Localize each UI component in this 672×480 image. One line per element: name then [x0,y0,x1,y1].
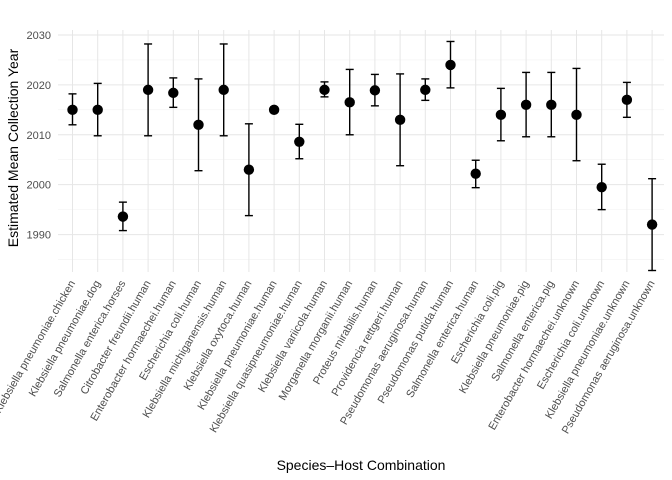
data-point [268,104,280,116]
data-point [445,59,456,71]
data-point [596,181,607,193]
data-point [420,84,431,96]
data-point [142,84,154,96]
data-point [495,109,507,121]
y-tick-label: 2000 [27,180,51,192]
y-axis-ticks: 1990 2000 2010 2020 2030 [27,30,51,242]
data-point [369,85,381,96]
data-point [520,99,532,111]
data-point [344,97,355,108]
data-point [546,99,557,111]
data-point [319,84,330,96]
y-tick-label: 2010 [27,130,51,142]
data-point [193,119,204,131]
data-point [243,164,255,175]
data-point [117,211,129,222]
data-points [67,59,658,230]
gridlines [58,30,664,272]
y-tick-label: 2030 [27,30,51,42]
data-point [470,168,481,179]
data-point [394,114,406,126]
x-axis-ticks: Klebsiella pneumoniae.chickenKlebsiella … [0,278,658,436]
y-axis-title: Estimated Mean Collection Year [5,48,21,247]
error-bars [68,40,657,272]
data-point [92,104,103,116]
data-point [621,94,633,106]
y-tick-label: 2020 [27,80,51,92]
data-point [646,219,658,230]
data-point [571,109,582,121]
data-point [168,87,179,99]
y-tick-label: 1990 [27,230,51,242]
data-point [294,136,305,147]
data-point [218,84,229,96]
x-axis-title: Species–Host Combination [277,457,446,473]
data-point [67,104,78,116]
